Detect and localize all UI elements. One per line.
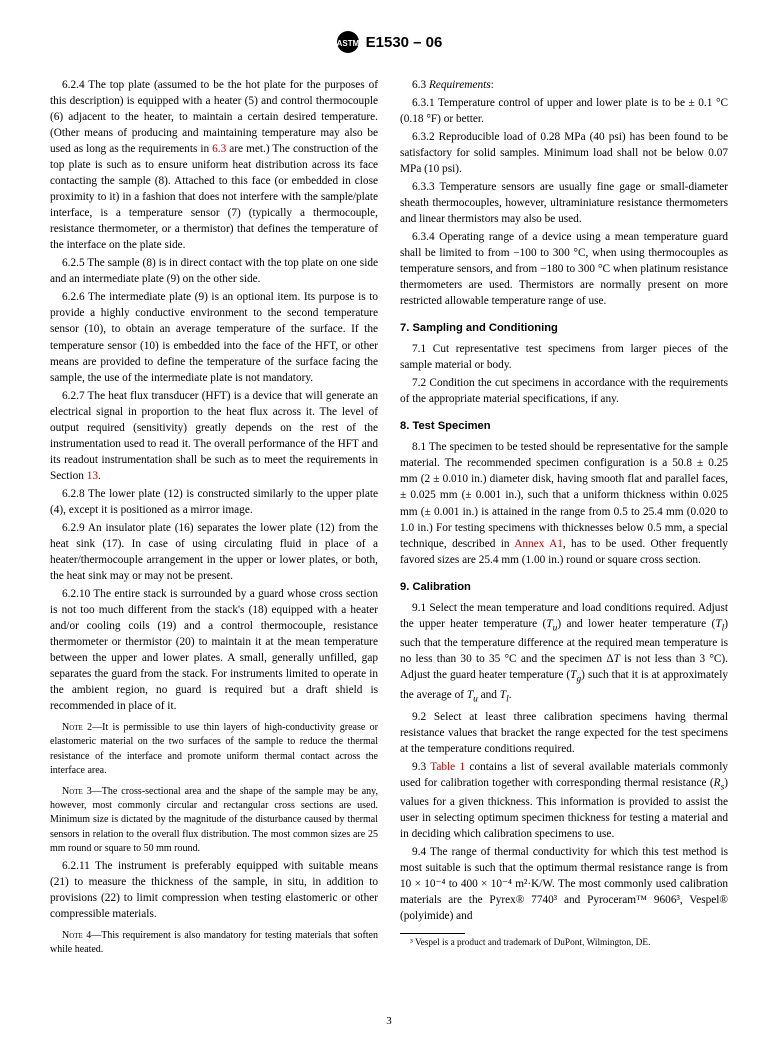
footnote-rule (400, 933, 465, 934)
svg-text:ASTM: ASTM (336, 39, 359, 48)
para-6-2-9: 6.2.9 An insulator plate (16) separates … (50, 520, 378, 584)
heading-7: 7. Sampling and Conditioning (400, 321, 728, 337)
para-6-2-4: 6.2.4 The top plate (assumed to be the h… (50, 77, 378, 253)
link-section-13[interactable]: 13 (87, 470, 98, 482)
note-3: Note 3—The cross-sectional area and the … (50, 785, 378, 856)
para-6-2-6: 6.2.6 The intermediate plate (9) is an o… (50, 289, 378, 385)
link-6-3[interactable]: 6.3 (212, 143, 226, 155)
para-6-3-1: 6.3.1 Temperature control of upper and l… (400, 95, 728, 127)
note-4: Note 4—This requirement is also mandator… (50, 929, 378, 957)
page-header: ASTM E1530 – 06 (50, 30, 728, 59)
page-number: 3 (386, 1015, 392, 1027)
para-6-3: 6.3 Requirements: (400, 77, 728, 93)
para-6-2-5: 6.2.5 The sample (8) is in direct contac… (50, 255, 378, 287)
para-6-3-2: 6.3.2 Reproducible load of 0.28 MPa (40 … (400, 129, 728, 177)
document-id: E1530 – 06 (366, 34, 443, 51)
footnote-3: ³ Vespel is a product and trademark of D… (400, 937, 728, 950)
note-2: Note 2—It is permissible to use thin lay… (50, 721, 378, 778)
para-9-1: 9.1 Select the mean temperature and load… (400, 600, 728, 707)
astm-logo-icon: ASTM (336, 30, 360, 54)
para-9-4: 9.4 The range of thermal conductivity fo… (400, 844, 728, 924)
heading-8: 8. Test Specimen (400, 419, 728, 435)
link-table-1[interactable]: Table 1 (430, 761, 465, 773)
para-7-1: 7.1 Cut representative test specimens fr… (400, 341, 728, 373)
para-6-2-11: 6.2.11 The instrument is preferably equi… (50, 858, 378, 922)
para-6-3-3: 6.3.3 Temperature sensors are usually fi… (400, 179, 728, 227)
para-6-2-8: 6.2.8 The lower plate (12) is constructe… (50, 486, 378, 518)
para-6-2-10: 6.2.10 The entire stack is surrounded by… (50, 586, 378, 714)
para-9-2: 9.2 Select at least three calibration sp… (400, 709, 728, 757)
document-page: ASTM E1530 – 06 6.2.4 The top plate (ass… (0, 0, 778, 1041)
heading-9: 9. Calibration (400, 580, 728, 596)
para-6-2-7: 6.2.7 The heat flux transducer (HFT) is … (50, 388, 378, 484)
para-6-3-4: 6.3.4 Operating range of a device using … (400, 229, 728, 309)
text-columns: 6.2.4 The top plate (assumed to be the h… (50, 77, 728, 957)
footnote-block: ³ Vespel is a product and trademark of D… (400, 933, 728, 950)
para-7-2: 7.2 Condition the cut specimens in accor… (400, 375, 728, 407)
para-8-1: 8.1 The specimen to be tested should be … (400, 439, 728, 567)
link-annex-a1[interactable]: Annex A1 (514, 538, 563, 550)
para-9-3: 9.3 Table 1 contains a list of several a… (400, 759, 728, 843)
